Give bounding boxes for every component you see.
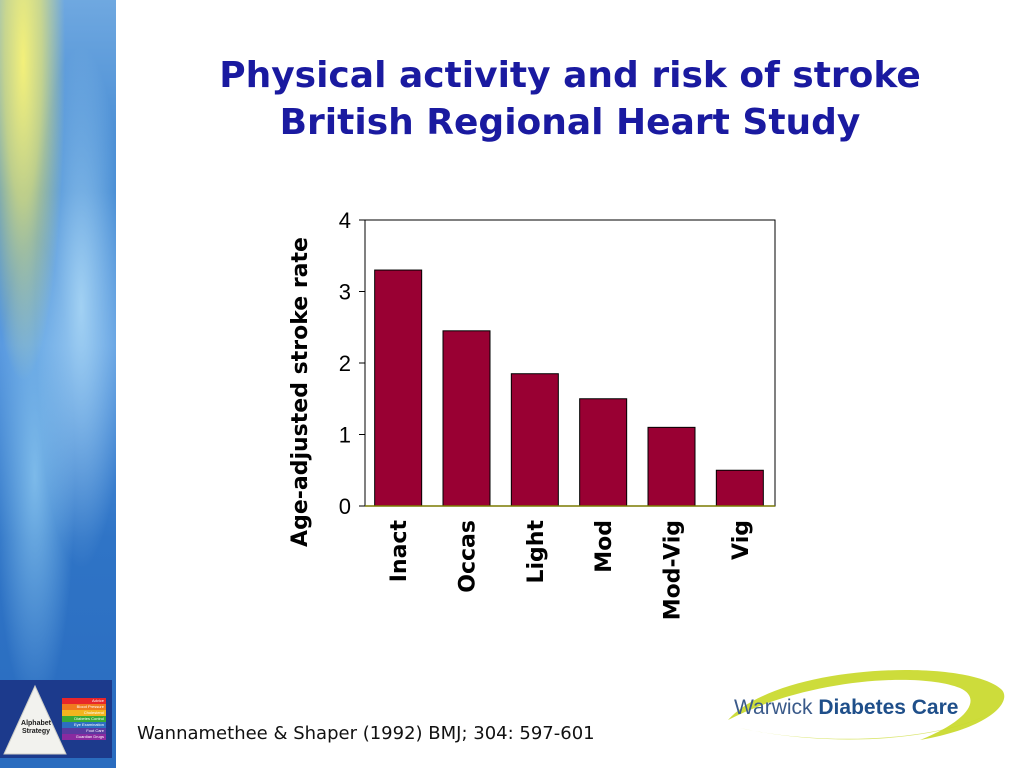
logo-stripe: Guardian Drugs	[62, 734, 106, 740]
bar	[374, 269, 423, 507]
x-tick-label: Light	[524, 520, 549, 584]
logo-name-line2: Strategy	[21, 728, 50, 735]
citation: Wannamethee & Shaper (1992) BMJ; 304: 59…	[137, 723, 595, 744]
logo-stripe: Cholesterol	[62, 710, 106, 716]
logo-stripe: Blood Pressure	[62, 704, 106, 710]
brand-diabetes-care: Diabetes Care	[818, 696, 959, 719]
bar	[647, 426, 696, 507]
y-tick-label: 3	[339, 280, 351, 305]
brand-text: Warwick Diabetes Care	[734, 696, 958, 720]
logo-stripe: Advice	[62, 698, 106, 704]
plot-area	[364, 219, 776, 507]
logo-stripe: Eye Examination	[62, 722, 106, 728]
slide-title: Physical activity and risk of stroke Bri…	[120, 52, 1020, 146]
x-tick-label: Vig	[729, 520, 754, 560]
swoosh-icon	[728, 670, 1005, 740]
bar	[715, 469, 764, 507]
y-tick-label: 1	[339, 423, 351, 448]
alphabet-strategy-logo: Alphabet Strategy Advice Blood Pressure Ch…	[0, 680, 112, 758]
y-tick-label: 2	[339, 351, 351, 376]
logo-stripe: Foot Care	[62, 728, 106, 734]
title-line-1: Physical activity and risk of stroke	[219, 55, 921, 96]
x-tick-label: Mod	[592, 520, 617, 573]
x-tick-label: Mod-Vig	[661, 520, 686, 620]
logo-name: Alphabet Strategy	[6, 720, 66, 736]
warwick-diabetes-care-logo: Warwick Diabetes Care	[720, 668, 1010, 750]
x-tick-label: Occas	[456, 520, 481, 593]
pyramid-icon	[3, 684, 67, 755]
decorative-side-strip	[0, 0, 116, 768]
brand-warwick: Warwick	[734, 696, 813, 719]
bar	[579, 398, 628, 507]
y-axis-label: Age-adjusted stroke rate	[288, 237, 313, 547]
y-tick-label: 4	[339, 208, 351, 233]
x-tick-label: Inact	[387, 520, 412, 583]
logo-stripe: Diabetes Control	[62, 716, 106, 722]
logo-name-line1: Alphabet	[21, 720, 51, 727]
bar	[442, 330, 491, 507]
logo-stripes: Advice Blood Pressure Cholesterol Diabetes …	[62, 698, 106, 740]
y-tick-label: 0	[339, 494, 351, 519]
title-line-2: British Regional Heart Study	[279, 102, 861, 143]
bar	[510, 373, 559, 507]
